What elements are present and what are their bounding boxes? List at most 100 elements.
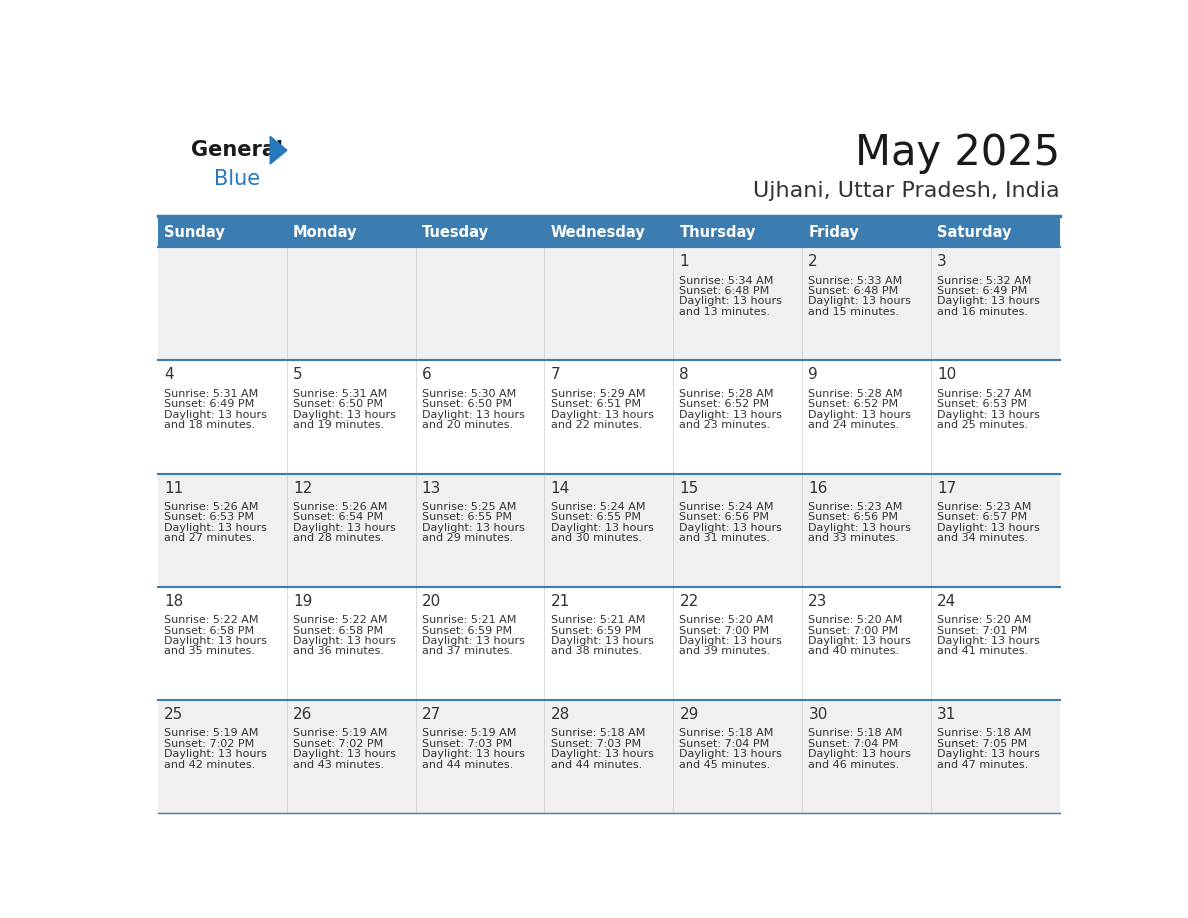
Text: Sunrise: 5:32 AM: Sunrise: 5:32 AM — [937, 275, 1031, 285]
Text: 9: 9 — [808, 367, 819, 382]
Text: 16: 16 — [808, 480, 828, 496]
Text: Sunrise: 5:34 AM: Sunrise: 5:34 AM — [680, 275, 773, 285]
Text: and 34 minutes.: and 34 minutes. — [937, 533, 1029, 543]
Text: Sunset: 7:02 PM: Sunset: 7:02 PM — [164, 739, 254, 749]
Text: Saturday: Saturday — [937, 225, 1012, 241]
Text: Daylight: 13 hours: Daylight: 13 hours — [293, 409, 396, 420]
Text: 30: 30 — [808, 707, 828, 722]
Bar — [158, 474, 1060, 587]
Text: 18: 18 — [164, 594, 183, 609]
Text: Daylight: 13 hours: Daylight: 13 hours — [422, 749, 525, 759]
Text: Daylight: 13 hours: Daylight: 13 hours — [293, 749, 396, 759]
Text: and 47 minutes.: and 47 minutes. — [937, 760, 1029, 769]
Text: 29: 29 — [680, 707, 699, 722]
Text: Daylight: 13 hours: Daylight: 13 hours — [422, 409, 525, 420]
Text: Daylight: 13 hours: Daylight: 13 hours — [808, 297, 911, 307]
Text: and 40 minutes.: and 40 minutes. — [808, 646, 899, 656]
Text: and 23 minutes.: and 23 minutes. — [680, 420, 771, 431]
Text: Sunset: 6:52 PM: Sunset: 6:52 PM — [808, 399, 898, 409]
Text: Daylight: 13 hours: Daylight: 13 hours — [164, 409, 267, 420]
Text: and 37 minutes.: and 37 minutes. — [422, 646, 513, 656]
Text: Daylight: 13 hours: Daylight: 13 hours — [422, 523, 525, 532]
Text: 17: 17 — [937, 480, 956, 496]
Text: and 45 minutes.: and 45 minutes. — [680, 760, 771, 769]
Polygon shape — [270, 137, 287, 164]
Text: Sunrise: 5:24 AM: Sunrise: 5:24 AM — [550, 502, 645, 512]
Text: and 33 minutes.: and 33 minutes. — [808, 533, 899, 543]
Text: Sunset: 6:59 PM: Sunset: 6:59 PM — [550, 626, 640, 635]
Text: Sunrise: 5:30 AM: Sunrise: 5:30 AM — [422, 389, 516, 399]
Text: Daylight: 13 hours: Daylight: 13 hours — [937, 409, 1041, 420]
Text: Sunset: 6:50 PM: Sunset: 6:50 PM — [422, 399, 512, 409]
Text: Sunrise: 5:31 AM: Sunrise: 5:31 AM — [164, 389, 258, 399]
Text: and 15 minutes.: and 15 minutes. — [808, 307, 899, 317]
Text: and 20 minutes.: and 20 minutes. — [422, 420, 513, 431]
Text: 2: 2 — [808, 254, 819, 269]
Text: Sunrise: 5:31 AM: Sunrise: 5:31 AM — [293, 389, 387, 399]
Text: Sunset: 7:03 PM: Sunset: 7:03 PM — [550, 739, 640, 749]
Text: Daylight: 13 hours: Daylight: 13 hours — [293, 636, 396, 646]
Text: 28: 28 — [550, 707, 570, 722]
Text: Daylight: 13 hours: Daylight: 13 hours — [680, 749, 783, 759]
Text: 3: 3 — [937, 254, 947, 269]
Text: and 19 minutes.: and 19 minutes. — [293, 420, 384, 431]
Text: Sunset: 7:01 PM: Sunset: 7:01 PM — [937, 626, 1028, 635]
Text: Sunrise: 5:22 AM: Sunrise: 5:22 AM — [164, 615, 259, 625]
Text: May 2025: May 2025 — [855, 131, 1060, 174]
Text: Sunset: 6:49 PM: Sunset: 6:49 PM — [937, 286, 1028, 297]
Text: Daylight: 13 hours: Daylight: 13 hours — [808, 523, 911, 532]
Text: 15: 15 — [680, 480, 699, 496]
Text: and 44 minutes.: and 44 minutes. — [550, 760, 642, 769]
Bar — [158, 218, 1060, 247]
Text: Sunrise: 5:18 AM: Sunrise: 5:18 AM — [680, 729, 773, 738]
Text: and 41 minutes.: and 41 minutes. — [937, 646, 1029, 656]
Text: Daylight: 13 hours: Daylight: 13 hours — [164, 749, 267, 759]
Text: Sunset: 6:53 PM: Sunset: 6:53 PM — [937, 399, 1028, 409]
Text: Sunrise: 5:19 AM: Sunrise: 5:19 AM — [293, 729, 387, 738]
Text: Daylight: 13 hours: Daylight: 13 hours — [937, 749, 1041, 759]
Text: and 46 minutes.: and 46 minutes. — [808, 760, 899, 769]
Text: 7: 7 — [550, 367, 561, 382]
Text: Sunset: 7:00 PM: Sunset: 7:00 PM — [808, 626, 898, 635]
Text: and 18 minutes.: and 18 minutes. — [164, 420, 255, 431]
Text: Sunset: 7:05 PM: Sunset: 7:05 PM — [937, 739, 1028, 749]
Text: Sunrise: 5:28 AM: Sunrise: 5:28 AM — [808, 389, 903, 399]
Text: 6: 6 — [422, 367, 431, 382]
Text: Sunset: 7:04 PM: Sunset: 7:04 PM — [808, 739, 898, 749]
Text: Sunset: 6:56 PM: Sunset: 6:56 PM — [808, 512, 898, 522]
Text: Daylight: 13 hours: Daylight: 13 hours — [680, 297, 783, 307]
Text: 19: 19 — [293, 594, 312, 609]
Text: Sunset: 6:53 PM: Sunset: 6:53 PM — [164, 512, 254, 522]
Text: 10: 10 — [937, 367, 956, 382]
Text: Daylight: 13 hours: Daylight: 13 hours — [680, 636, 783, 646]
Text: Sunset: 6:58 PM: Sunset: 6:58 PM — [293, 626, 383, 635]
Text: and 24 minutes.: and 24 minutes. — [808, 420, 899, 431]
Text: Blue: Blue — [214, 170, 260, 189]
Text: Sunrise: 5:25 AM: Sunrise: 5:25 AM — [422, 502, 516, 512]
Text: Sunrise: 5:23 AM: Sunrise: 5:23 AM — [808, 502, 903, 512]
Text: Daylight: 13 hours: Daylight: 13 hours — [550, 636, 653, 646]
Text: Daylight: 13 hours: Daylight: 13 hours — [808, 749, 911, 759]
Text: and 28 minutes.: and 28 minutes. — [293, 533, 384, 543]
Text: Sunset: 6:48 PM: Sunset: 6:48 PM — [808, 286, 898, 297]
Text: General: General — [191, 140, 283, 161]
Text: Sunset: 6:49 PM: Sunset: 6:49 PM — [164, 399, 254, 409]
Text: Sunrise: 5:33 AM: Sunrise: 5:33 AM — [808, 275, 903, 285]
Text: Wednesday: Wednesday — [550, 225, 645, 241]
Text: 8: 8 — [680, 367, 689, 382]
Text: Thursday: Thursday — [680, 225, 756, 241]
Text: Sunset: 7:02 PM: Sunset: 7:02 PM — [293, 739, 383, 749]
Text: Sunset: 6:55 PM: Sunset: 6:55 PM — [550, 512, 640, 522]
Text: 20: 20 — [422, 594, 441, 609]
Text: Daylight: 13 hours: Daylight: 13 hours — [550, 749, 653, 759]
Text: Tuesday: Tuesday — [422, 225, 488, 241]
Text: 23: 23 — [808, 594, 828, 609]
Text: Sunrise: 5:20 AM: Sunrise: 5:20 AM — [680, 615, 773, 625]
Text: Sunrise: 5:27 AM: Sunrise: 5:27 AM — [937, 389, 1031, 399]
Text: and 31 minutes.: and 31 minutes. — [680, 533, 771, 543]
Text: Daylight: 13 hours: Daylight: 13 hours — [164, 636, 267, 646]
Text: Daylight: 13 hours: Daylight: 13 hours — [937, 636, 1041, 646]
Text: 26: 26 — [293, 707, 312, 722]
Text: and 16 minutes.: and 16 minutes. — [937, 307, 1029, 317]
Text: Sunrise: 5:21 AM: Sunrise: 5:21 AM — [422, 615, 516, 625]
